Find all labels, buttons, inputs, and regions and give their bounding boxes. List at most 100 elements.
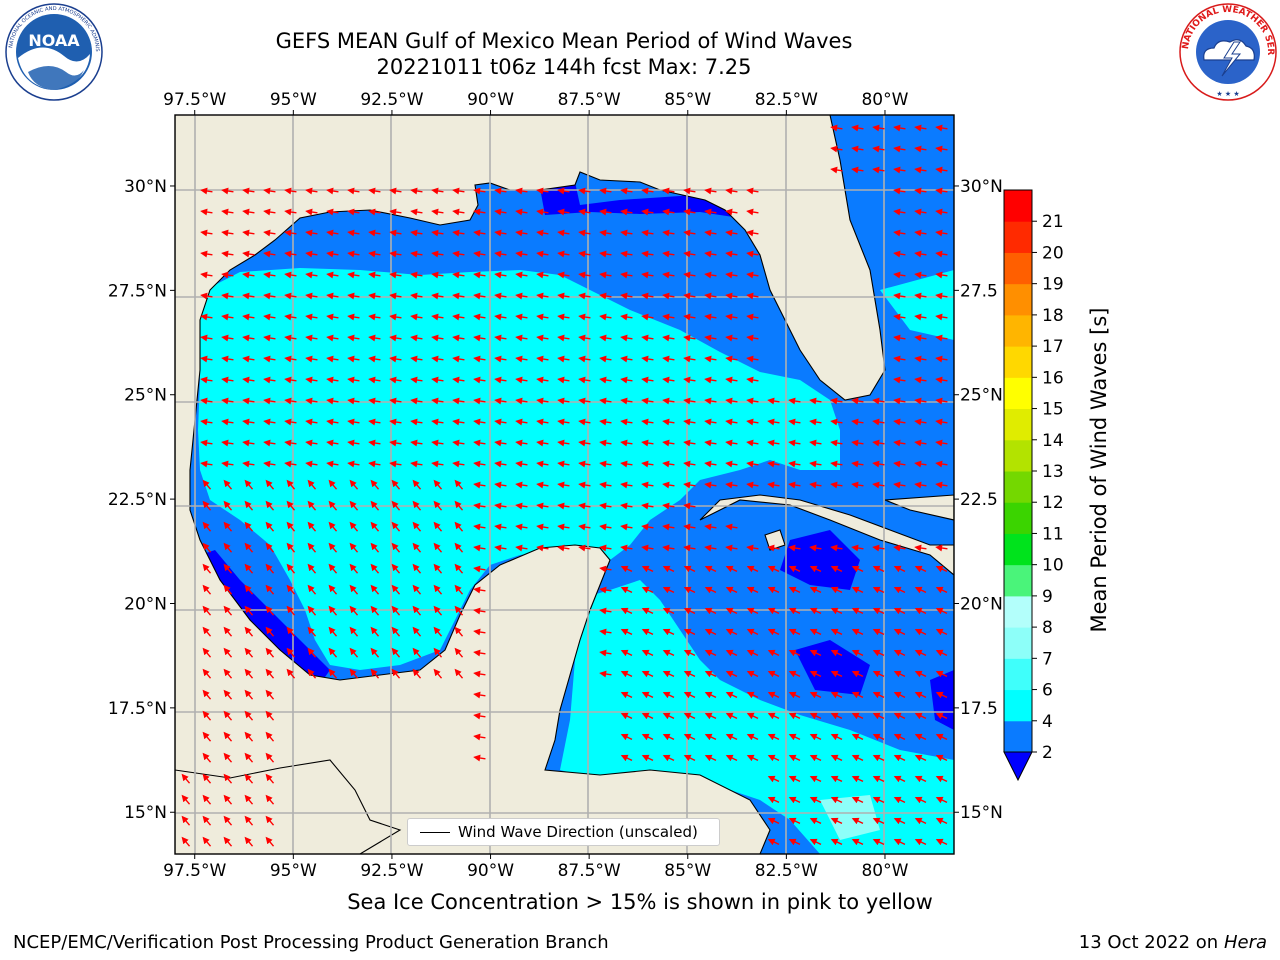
wave-direction-arrow <box>683 397 696 405</box>
wave-direction-arrow <box>599 523 612 531</box>
wave-direction-arrow <box>454 500 464 511</box>
wave-direction-arrow <box>872 439 885 447</box>
wave-direction-arrow <box>494 250 507 258</box>
wave-direction-arrow <box>305 187 318 195</box>
wave-direction-arrow <box>265 752 275 763</box>
wave-direction-arrow <box>305 397 318 405</box>
wave-direction-arrow <box>473 502 486 510</box>
wave-direction-arrow <box>433 647 443 658</box>
wave-direction-arrow <box>662 670 675 678</box>
lon-tick-label-top: 85°W <box>664 90 711 110</box>
wave-direction-arrow <box>244 500 254 511</box>
wave-direction-arrow <box>704 397 717 405</box>
wave-direction-arrow <box>473 208 486 216</box>
colorbar-tick-label: 13 <box>1042 462 1064 482</box>
wave-direction-arrow <box>223 752 233 763</box>
wave-direction-arrow <box>452 229 465 237</box>
colorbar-tick-label: 9 <box>1042 587 1053 607</box>
wave-direction-arrow <box>830 628 843 636</box>
wave-direction-arrow <box>263 208 276 216</box>
wave-direction-arrow <box>914 712 927 720</box>
wave-direction-arrow <box>473 439 486 447</box>
wave-direction-arrow <box>391 647 401 658</box>
wave-direction-arrow <box>662 586 675 594</box>
wave-direction-arrow <box>494 523 507 531</box>
wave-direction-arrow <box>242 271 255 279</box>
wave-direction-arrow <box>326 271 339 279</box>
colorbar-tick-label: 12 <box>1042 493 1064 513</box>
wave-direction-arrow <box>662 754 675 762</box>
wave-direction-arrow <box>641 628 654 636</box>
wave-direction-arrow <box>893 796 906 804</box>
wave-direction-arrow <box>181 815 191 826</box>
wave-direction-arrow <box>242 208 255 216</box>
wave-direction-arrow <box>452 250 465 258</box>
wave-direction-arrow <box>809 670 822 678</box>
wave-direction-arrow <box>307 584 317 595</box>
wave-direction-arrow <box>641 439 654 447</box>
wave-direction-arrow <box>599 187 612 195</box>
wave-direction-arrow <box>683 544 696 552</box>
wave-direction-arrow <box>326 187 339 195</box>
wave-direction-arrow <box>704 376 717 384</box>
colorbar-segment <box>1004 252 1032 285</box>
wave-direction-arrow <box>223 647 233 658</box>
wave-direction-arrow <box>851 145 864 153</box>
wave-direction-arrow <box>893 775 906 783</box>
wave-direction-arrow <box>307 605 317 616</box>
wave-direction-arrow <box>244 815 254 826</box>
colorbar-segment <box>1004 689 1032 722</box>
wave-direction-arrow <box>620 460 633 468</box>
wave-direction-arrow <box>893 166 906 174</box>
wave-direction-arrow <box>893 292 906 300</box>
wave-direction-arrow <box>286 479 296 490</box>
wave-direction-arrow <box>914 733 927 741</box>
wave-direction-arrow <box>620 208 633 216</box>
wave-direction-arrow <box>830 649 843 657</box>
wave-direction-arrow <box>389 187 402 195</box>
wave-direction-arrow <box>326 397 339 405</box>
wave-direction-arrow <box>578 544 591 552</box>
wave-direction-arrow <box>536 355 549 363</box>
wave-direction-arrow <box>433 584 443 595</box>
wave-direction-arrow <box>244 752 254 763</box>
wave-direction-arrow <box>536 544 549 552</box>
wave-direction-arrow <box>242 439 255 447</box>
wave-direction-arrow <box>223 794 233 805</box>
wave-direction-arrow <box>284 355 297 363</box>
wave-direction-arrow <box>704 418 717 426</box>
wave-direction-arrow <box>641 733 654 741</box>
wave-direction-arrow <box>284 439 297 447</box>
wave-direction-arrow <box>454 584 464 595</box>
wave-direction-arrow <box>202 710 212 721</box>
wave-direction-arrow <box>788 712 801 720</box>
wave-direction-arrow <box>725 460 738 468</box>
wave-direction-arrow <box>683 187 696 195</box>
wave-direction-arrow <box>389 439 402 447</box>
wave-direction-arrow <box>200 208 213 216</box>
wave-direction-arrow <box>935 271 948 279</box>
legend-label: Wind Wave Direction (unscaled) <box>458 823 698 841</box>
wave-direction-arrow <box>265 668 275 679</box>
colorbar-segment <box>1004 533 1032 566</box>
wave-direction-arrow <box>368 313 381 321</box>
wave-direction-arrow <box>704 208 717 216</box>
wave-direction-arrow <box>788 691 801 699</box>
wave-direction-arrow <box>370 479 380 490</box>
wave-direction-arrow <box>284 397 297 405</box>
wave-direction-arrow <box>433 542 443 553</box>
wave-direction-arrow <box>872 775 885 783</box>
wave-direction-arrow <box>767 628 780 636</box>
wave-direction-arrow <box>599 481 612 489</box>
wave-direction-arrow <box>412 563 422 574</box>
wave-direction-arrow <box>200 460 213 468</box>
wave-direction-arrow <box>473 397 486 405</box>
wave-direction-arrow <box>221 418 234 426</box>
wave-direction-arrow <box>557 292 570 300</box>
wave-direction-arrow <box>851 628 864 636</box>
wave-direction-arrow <box>410 397 423 405</box>
colorbar-tick-label: 10 <box>1042 556 1064 576</box>
wave-direction-arrow <box>410 439 423 447</box>
wave-direction-arrow <box>389 355 402 363</box>
wave-direction-arrow <box>557 208 570 216</box>
